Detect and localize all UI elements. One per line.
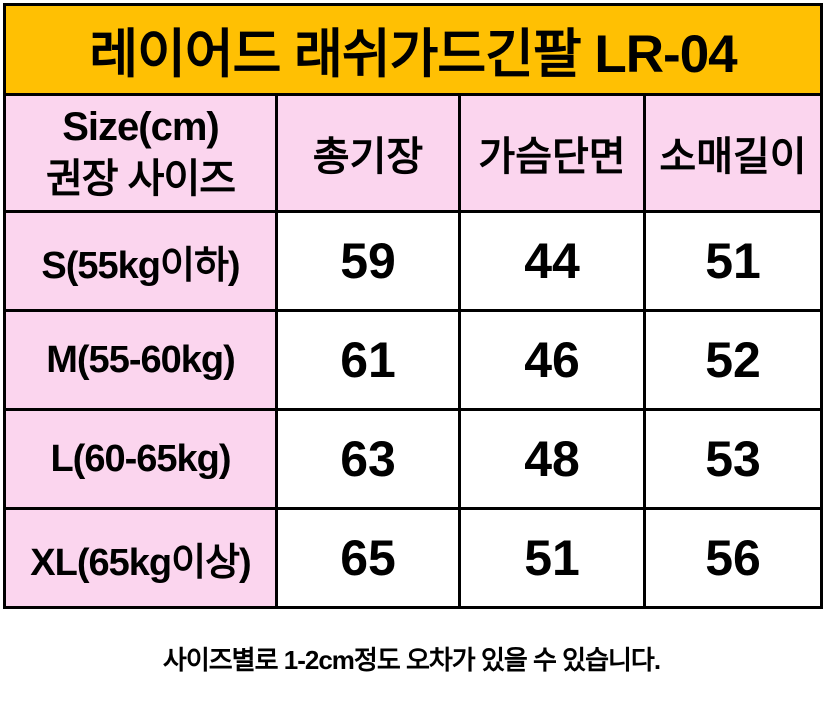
banner-row: 레이어드 래쉬가드긴팔 LR-04: [3, 3, 823, 96]
column-header-size: Size(cm) 권장 사이즈: [3, 93, 278, 213]
column-header-chest-width: 가슴단면: [458, 93, 646, 213]
column-header-total-length: 총기장: [275, 93, 461, 213]
header-row: Size(cm) 권장 사이즈 총기장 가슴단면 소매길이: [3, 93, 823, 213]
column-header-sleeve-length: 소매길이: [643, 93, 823, 213]
cell-xl-sleeve-length: 56: [643, 507, 823, 609]
cell-xl-total-length: 65: [275, 507, 461, 609]
cell-l-chest-width: 48: [458, 408, 646, 510]
recommended-size-label: 권장 사이즈: [45, 157, 236, 201]
size-unit-label: Size(cm): [62, 105, 220, 149]
row-label-m: M(55-60kg): [3, 309, 278, 411]
cell-m-total-length: 61: [275, 309, 461, 411]
row-label-l: L(60-65kg): [3, 408, 278, 510]
cell-l-sleeve-length: 53: [643, 408, 823, 510]
cell-s-sleeve-length: 51: [643, 210, 823, 312]
cell-s-total-length: 59: [275, 210, 461, 312]
cell-m-chest-width: 46: [458, 309, 646, 411]
row-label-s: S(55kg이하): [3, 210, 278, 312]
size-chart-sheet: 레이어드 래쉬가드긴팔 LR-04 Size(cm) 권장 사이즈 총기장 가슴…: [3, 3, 823, 677]
cell-l-total-length: 63: [275, 408, 461, 510]
size-table: 레이어드 래쉬가드긴팔 LR-04 Size(cm) 권장 사이즈 총기장 가슴…: [3, 3, 823, 609]
cell-xl-chest-width: 51: [458, 507, 646, 609]
table-row-xl: XL(65kg이상) 65 51 56: [3, 507, 823, 609]
cell-s-chest-width: 44: [458, 210, 646, 312]
table-row-s: S(55kg이하) 59 44 51: [3, 210, 823, 312]
page-title: 레이어드 래쉬가드긴팔 LR-04: [3, 3, 823, 96]
table-row-l: L(60-65kg) 63 48 53: [3, 408, 823, 510]
tolerance-note: 사이즈별로 1-2cm정도 오차가 있을 수 있습니다.: [162, 645, 661, 675]
row-label-xl: XL(65kg이상): [3, 507, 278, 609]
cell-m-sleeve-length: 52: [643, 309, 823, 411]
table-row-m: M(55-60kg) 61 46 52: [3, 309, 823, 411]
